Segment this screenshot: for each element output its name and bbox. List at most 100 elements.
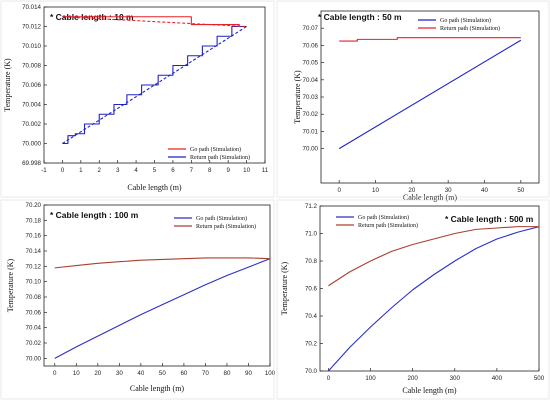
y-tick-label: 70.20 <box>26 202 42 209</box>
y-tick-label: 70.03 <box>303 94 319 101</box>
x-tick-label: 80 <box>224 370 231 377</box>
series-line-1 <box>328 226 539 371</box>
x-tick-label: 30 <box>116 370 123 377</box>
y-tick-label: 70.16 <box>26 233 42 240</box>
y-tick-label: 70.08 <box>26 294 42 301</box>
series-line-2 <box>328 226 539 287</box>
x-tick-label: 500 <box>534 375 545 382</box>
y-tick-label: 70.006 <box>22 82 41 89</box>
x-tick-label: 400 <box>492 375 503 382</box>
series-line-2 <box>339 37 521 42</box>
series-line-1 <box>54 258 270 359</box>
x-tick-label: -1 <box>41 167 47 174</box>
panel-title: * Cable length : 500 m <box>445 214 534 224</box>
y-tick-label: 70.04 <box>303 77 319 84</box>
y-tick-label: 70.000 <box>22 141 41 148</box>
y-tick-label: 70.0 <box>305 368 318 375</box>
x-tick-label: 10 <box>243 167 250 174</box>
y-tick-label: 70.06 <box>26 309 42 316</box>
x-tick-label: 60 <box>180 370 187 377</box>
x-axis-title: Cable length (m) <box>403 193 458 202</box>
y-tick-label: 70.004 <box>22 102 41 109</box>
y-axis-title: Temperature (K) <box>6 258 15 312</box>
panel-border <box>0 199 275 400</box>
y-tick-label: 70.02 <box>26 340 42 347</box>
panel-border <box>276 0 550 198</box>
series-line-2 <box>54 257 270 269</box>
x-tick-label: 8 <box>208 167 212 174</box>
x-tick-label: 300 <box>450 375 461 382</box>
x-tick-label: 100 <box>265 370 276 377</box>
x-tick-label: 10 <box>372 187 379 194</box>
series-line-4 <box>62 26 247 144</box>
series-line-2 <box>62 25 247 145</box>
x-tick-label: 90 <box>245 370 252 377</box>
x-tick-label: 7 <box>190 167 194 174</box>
y-tick-label: 70.10 <box>26 279 42 286</box>
y-tick-label: 70.014 <box>22 4 41 11</box>
y-tick-label: 71.2 <box>305 203 318 210</box>
y-tick-label: 70.05 <box>303 60 319 67</box>
y-tick-label: 70.04 <box>26 325 42 332</box>
x-tick-label: 40 <box>481 187 488 194</box>
x-tick-label: 2 <box>98 167 102 174</box>
y-tick-label: 70.010 <box>22 43 41 50</box>
plot-frame <box>320 10 540 184</box>
y-tick-label: 70.008 <box>22 63 41 70</box>
y-tick-label: 70.002 <box>22 121 41 128</box>
x-tick-label: 0 <box>61 167 65 174</box>
plot-frame <box>43 204 271 367</box>
y-tick-label: 70.06 <box>303 42 319 49</box>
y-tick-label: 70.6 <box>305 286 318 293</box>
series-line-3 <box>62 16 247 28</box>
legend-label: Go path (Simulation) <box>190 146 241 153</box>
x-axis-title: Cable length (m) <box>402 386 457 395</box>
chart-panel-4: 0 100 200 300 400 500 70.0 70.2 70.4 70.6 70.8 71.0… <box>280 203 545 395</box>
x-tick-label: 20 <box>94 370 101 377</box>
x-tick-label: 100 <box>365 375 376 382</box>
x-tick-label: 6 <box>171 167 175 174</box>
y-axis-title: Temperature (K) <box>3 58 12 112</box>
panel-border <box>0 0 275 198</box>
x-tick-label: 10 <box>73 370 80 377</box>
x-tick-label: 9 <box>226 167 230 174</box>
y-tick-label: 70.01 <box>303 128 319 135</box>
legend-label: Return path (Simulation) <box>190 154 250 161</box>
chart-panel-1: -1 0 1 2 3 4 5 6 7 8 9 10 11 69.998 70.000 70.002 70.004… <box>3 4 269 192</box>
chart-panel-3: 0 10 20 30 40 50 60 70 80 90 100 70.00 70.02 70.04 70.… <box>6 202 276 393</box>
legend-label: Return path (Simulation) <box>196 223 256 230</box>
x-tick-label: 0 <box>337 187 341 194</box>
y-tick-label: 70.8 <box>305 258 318 265</box>
x-tick-label: 30 <box>445 187 452 194</box>
y-tick-label: 70.18 <box>26 217 42 224</box>
y-tick-label: 70.00 <box>26 355 42 362</box>
y-axis-title: Temperature (K) <box>293 70 302 124</box>
legend-label: Return path (Simulation) <box>358 222 418 229</box>
x-tick-label: 20 <box>408 187 415 194</box>
x-axis-title: Cable length (m) <box>127 183 182 192</box>
x-tick-label: 70 <box>202 370 209 377</box>
y-tick-label: 70.14 <box>26 248 42 255</box>
x-tick-label: 5 <box>153 167 157 174</box>
x-tick-label: 3 <box>116 167 120 174</box>
panel-title: * Cable length : 100 m <box>50 210 139 220</box>
x-tick-label: 50 <box>159 370 166 377</box>
y-tick-label: 70.02 <box>303 111 319 118</box>
legend-label: Return path (Simulation) <box>440 25 500 32</box>
chart-panel-2: 0 10 20 30 40 50 70.00 70.01 70.02 70.03 70.04 70.0… <box>293 10 540 202</box>
panel-title: * Cable length : 50 m <box>318 12 402 22</box>
y-tick-label: 70.07 <box>303 25 319 32</box>
y-tick-label: 69.998 <box>22 160 41 167</box>
x-tick-label: 40 <box>137 370 144 377</box>
x-tick-label: 50 <box>517 187 524 194</box>
y-tick-label: 70.4 <box>305 313 318 320</box>
x-tick-label: 11 <box>262 167 269 174</box>
y-tick-label: 71.0 <box>305 231 318 238</box>
y-tick-label: 70.12 <box>26 263 42 270</box>
x-tick-label: 4 <box>134 167 138 174</box>
legend-label: Go path (Simulation) <box>196 215 247 222</box>
x-tick-label: 0 <box>53 370 57 377</box>
legend-label: Go path (Simulation) <box>440 17 491 24</box>
x-tick-label: 200 <box>407 375 418 382</box>
